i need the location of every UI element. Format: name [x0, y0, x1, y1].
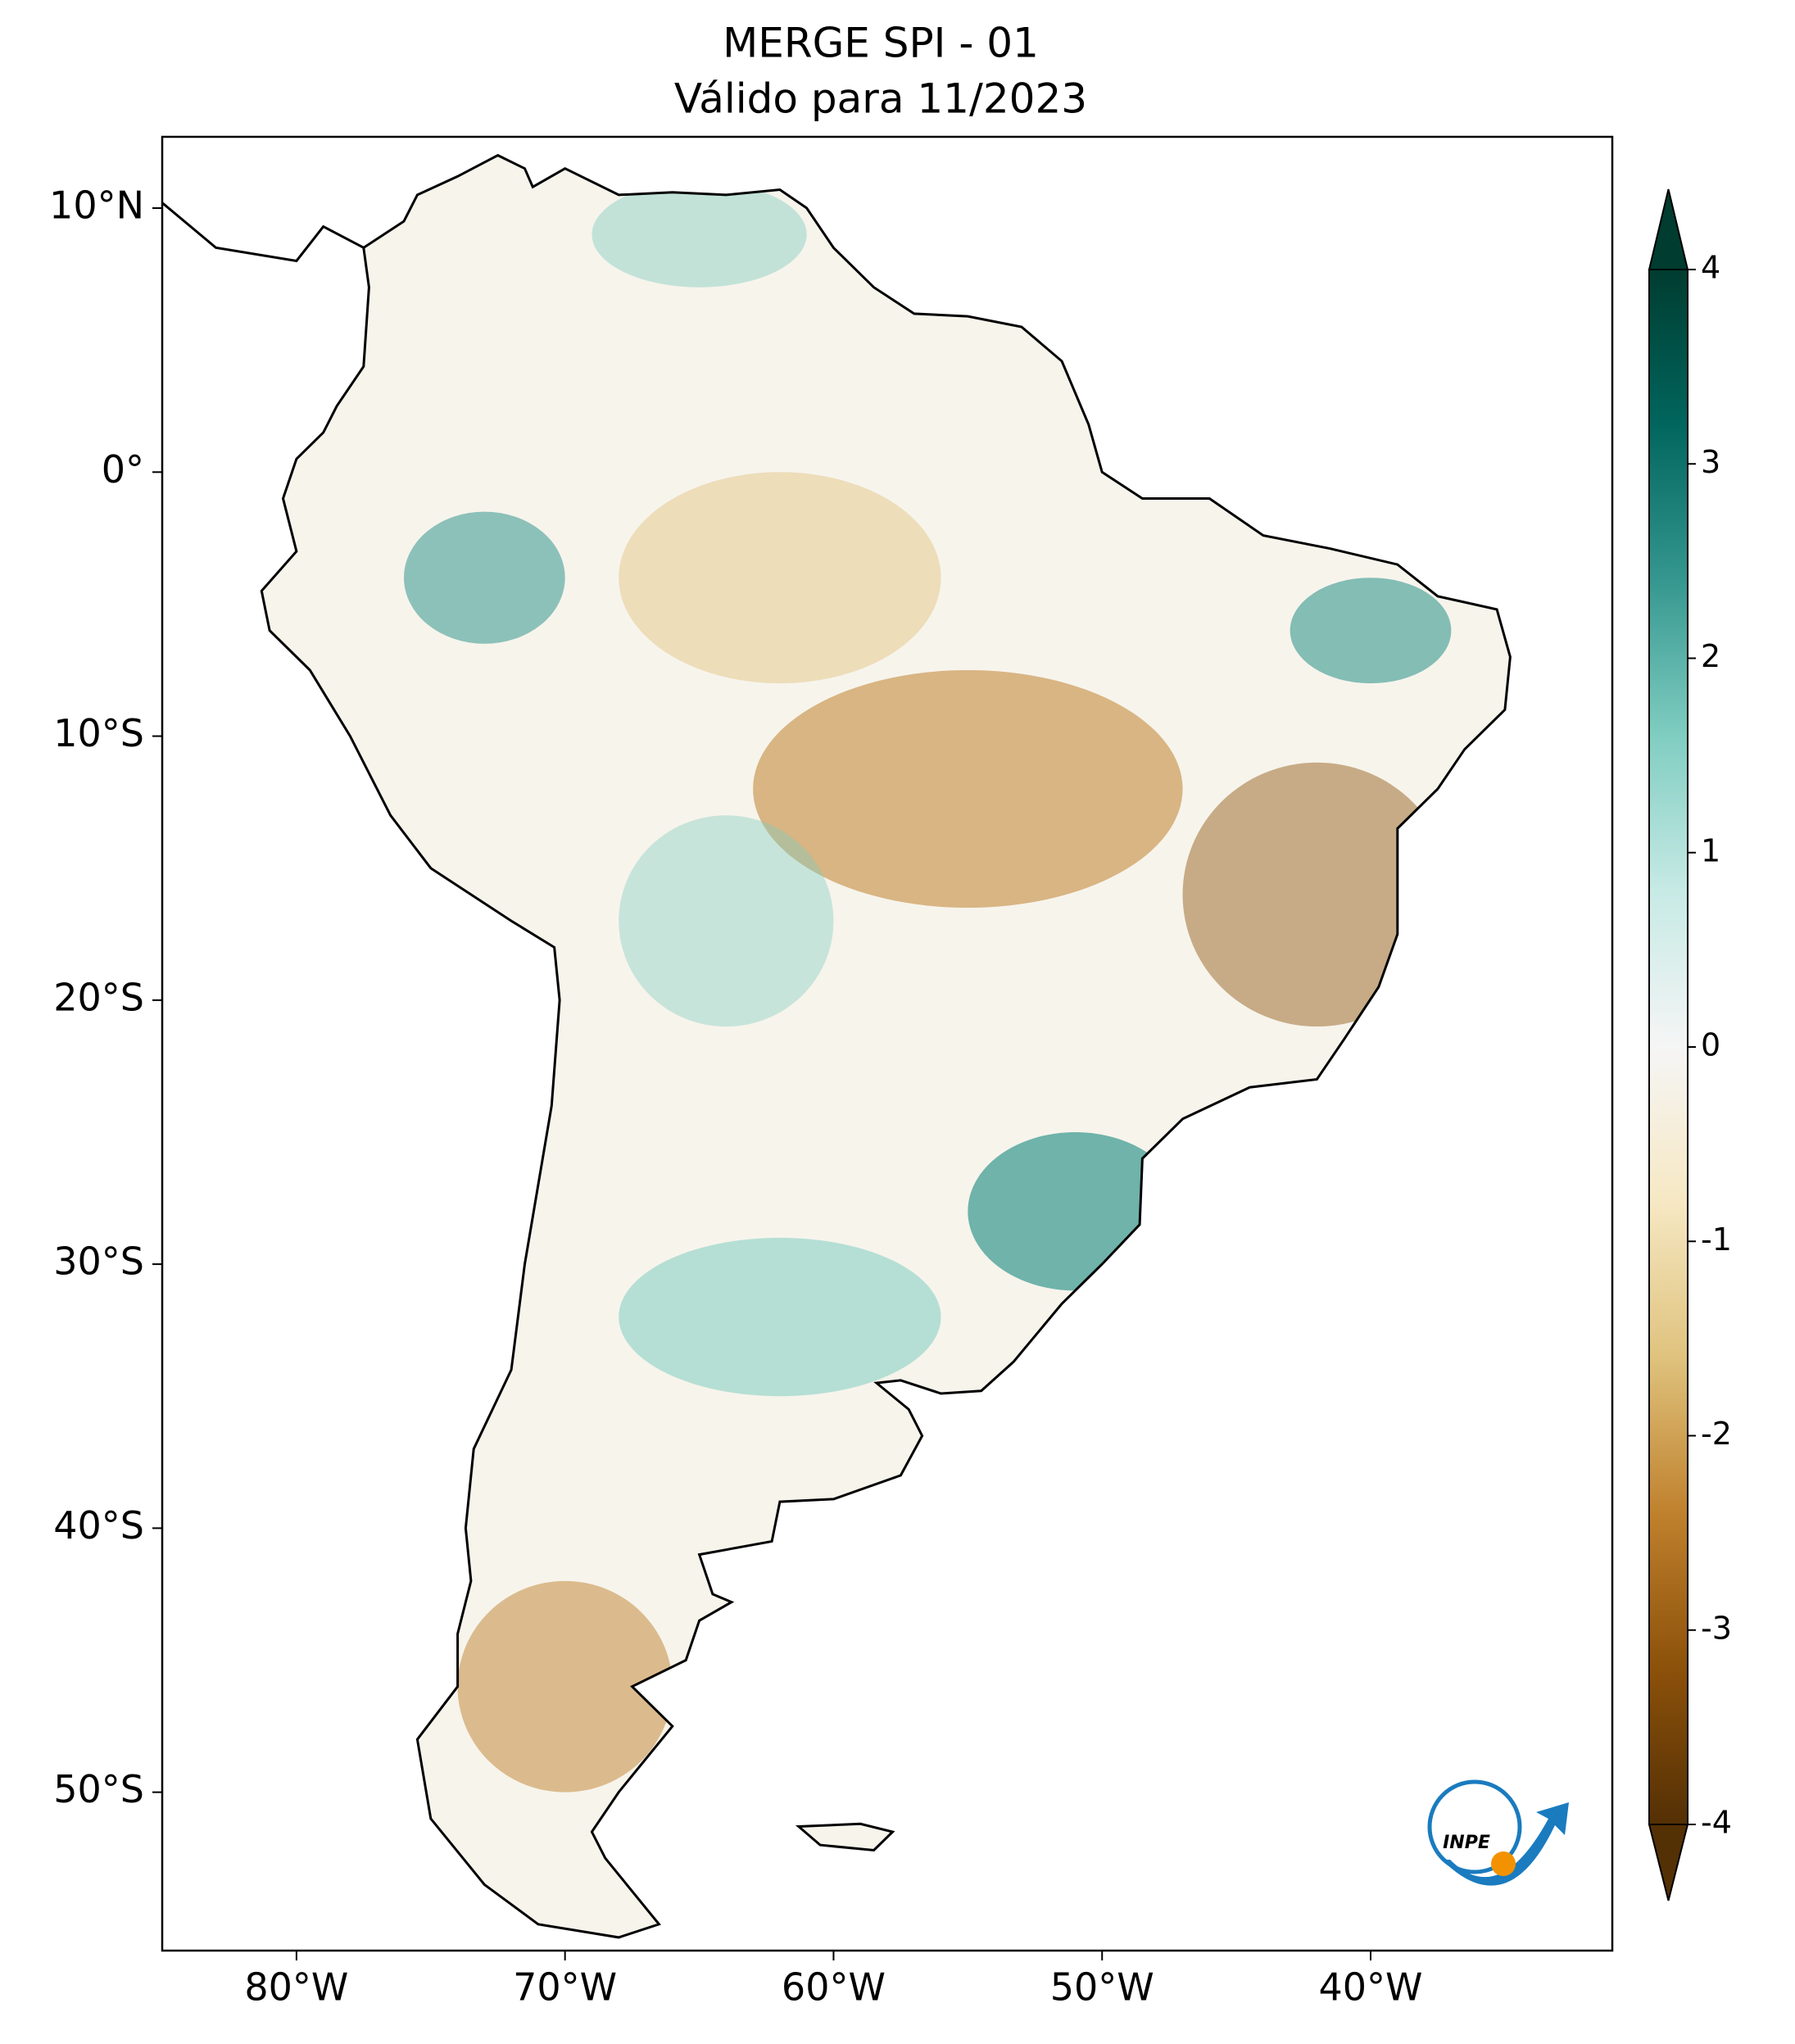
y-tick-label: 10°S	[53, 711, 144, 755]
logo: INPE	[1427, 1779, 1569, 1886]
map-title: MERGE SPI - 01	[723, 20, 1039, 67]
colorbar-tick-label: 4	[1701, 250, 1720, 286]
anomaly-patch	[968, 1131, 1183, 1291]
y-tick-label: 40°S	[53, 1503, 144, 1548]
anomaly-patch	[1182, 762, 1452, 1027]
map-subtitle: Válido para 11/2023	[674, 75, 1087, 123]
x-tick-label: 60°W	[782, 1965, 886, 2010]
colorbar-tick-label: 1	[1701, 832, 1720, 868]
y-tick-label: 20°S	[53, 975, 144, 1019]
anomaly-patch	[619, 1237, 941, 1397]
colorbar-tick-label: -4	[1701, 1805, 1732, 1841]
colorbar	[1649, 270, 1688, 1824]
anomaly-patch	[619, 815, 834, 1027]
logo-arrow	[1442, 1802, 1569, 1886]
colorbar-tick-label: -3	[1701, 1610, 1732, 1646]
colorbar-tick-label: -2	[1701, 1416, 1732, 1452]
colorbar-extend-top	[1648, 188, 1689, 270]
logo-text: INPE	[1443, 1833, 1490, 1853]
anomaly-shading	[403, 181, 1452, 1792]
map-frame	[161, 135, 1614, 1952]
logo-ring	[1427, 1779, 1522, 1874]
colorbar-tick-label: 0	[1701, 1027, 1720, 1063]
anomaly-patch	[457, 1580, 673, 1792]
y-tick-label: 0°	[102, 447, 144, 492]
central-america	[161, 202, 365, 263]
colorbar-tick-label: -1	[1701, 1221, 1732, 1258]
colorbar-tick-label: 2	[1701, 638, 1720, 674]
colorbar-tick-label: 3	[1701, 444, 1720, 480]
x-tick-label: 40°W	[1318, 1965, 1422, 2010]
anomaly-patch	[753, 669, 1183, 909]
anomaly-patch	[403, 511, 565, 644]
continent	[261, 155, 1511, 1937]
y-tick-label: 50°S	[53, 1767, 144, 1811]
anomaly-patch	[619, 472, 941, 684]
x-tick-label: 70°W	[513, 1965, 617, 2010]
y-tick-label: 30°S	[53, 1240, 144, 1284]
anomaly-patch	[1290, 578, 1452, 684]
y-tick-label: 10°N	[49, 184, 144, 228]
anomaly-patch	[592, 181, 807, 288]
x-tick-label: 80°W	[244, 1965, 348, 2010]
logo-sun	[1491, 1851, 1516, 1876]
colorbar-extend-bottom	[1648, 1824, 1689, 1901]
coastline	[260, 153, 1512, 1939]
x-tick-label: 50°W	[1050, 1965, 1154, 2010]
falklands	[795, 1822, 895, 1852]
land-layer	[161, 153, 1512, 1939]
